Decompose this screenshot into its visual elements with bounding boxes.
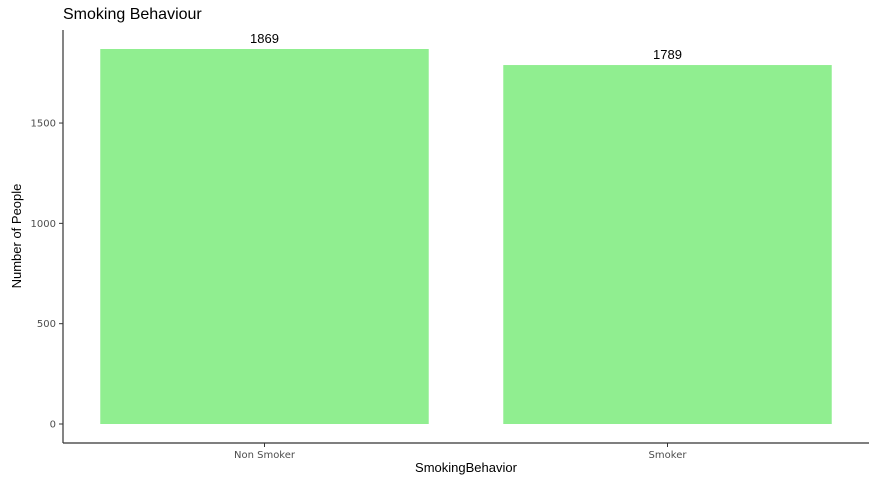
bar-smoker [503, 65, 832, 424]
y-axis-title: Number of People [9, 184, 24, 289]
y-tick-label: 1500 [31, 119, 56, 130]
bars-group [100, 49, 832, 424]
x-axis-title: SmokingBehavior [415, 460, 518, 475]
bar-non-smoker [100, 49, 429, 424]
data-label: 1869 [250, 31, 279, 46]
x-tick-label: Smoker [649, 450, 688, 461]
x-tick-label: Non Smoker [234, 450, 296, 461]
data-label: 1789 [653, 47, 682, 62]
y-tick-label: 500 [37, 319, 56, 330]
x-axis: Non Smoker Smoker [63, 442, 869, 461]
data-labels-group: 1869 1789 [250, 31, 682, 62]
y-tick-label: 1000 [31, 219, 56, 230]
y-axis: 0 500 1000 1500 [31, 30, 64, 443]
chart-title: Smoking Behaviour [63, 6, 202, 23]
y-tick-label: 0 [50, 420, 56, 431]
